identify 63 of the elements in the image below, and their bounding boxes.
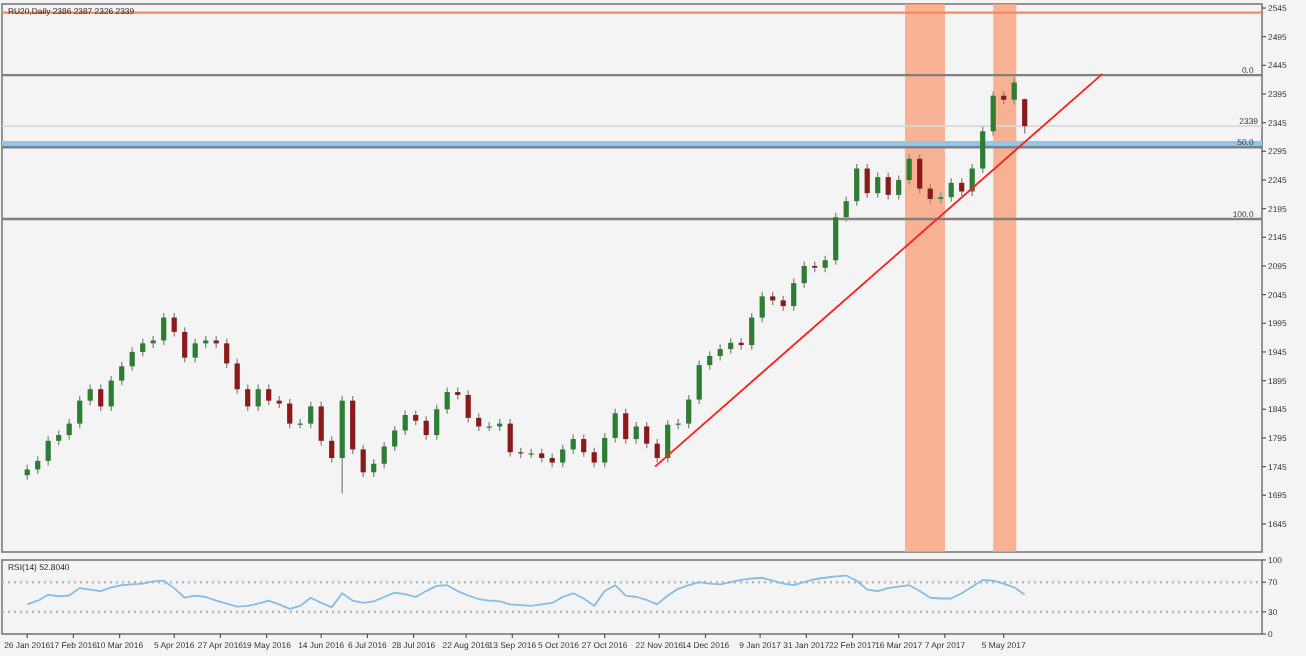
candlestick xyxy=(329,435,335,464)
candlestick xyxy=(171,312,177,338)
candlestick xyxy=(896,174,902,201)
candlestick xyxy=(854,163,860,207)
candlestick xyxy=(864,163,870,199)
candlestick xyxy=(749,312,755,351)
candlestick xyxy=(129,346,135,372)
candlestick xyxy=(66,418,72,441)
candlestick xyxy=(654,438,660,464)
candlestick xyxy=(444,386,450,415)
candlestick xyxy=(843,195,849,223)
candlestick xyxy=(224,338,230,369)
candlestick xyxy=(402,409,408,436)
candlestick xyxy=(119,360,125,386)
candlestick xyxy=(266,383,272,406)
candlestick xyxy=(927,183,933,205)
candlestick xyxy=(245,383,251,412)
candlestick xyxy=(791,277,797,312)
candlestick xyxy=(161,312,167,346)
candlestick xyxy=(623,407,629,445)
candlestick xyxy=(77,395,83,429)
candlestick xyxy=(182,326,188,363)
candlestick xyxy=(360,444,366,478)
candlestick xyxy=(507,418,513,458)
candlestick xyxy=(801,260,807,289)
candlestick xyxy=(612,407,618,444)
candlestick xyxy=(885,171,891,201)
candlestick xyxy=(759,291,765,323)
candlestick xyxy=(434,403,440,441)
candlestick xyxy=(906,153,912,186)
candlestick xyxy=(308,401,314,429)
candlestick xyxy=(990,90,996,137)
candlestick xyxy=(392,425,398,452)
candlestick xyxy=(465,389,471,424)
candlestick xyxy=(560,444,566,468)
candlestick xyxy=(633,421,639,445)
candlestick xyxy=(98,383,104,412)
candlestick xyxy=(234,358,240,395)
candlestick xyxy=(108,375,114,412)
candlestick xyxy=(948,177,954,203)
candlestick xyxy=(875,171,881,199)
candlestick xyxy=(686,394,692,429)
candlestick xyxy=(45,435,51,467)
candlestick xyxy=(570,433,576,455)
candlestick xyxy=(833,211,839,266)
candlestick xyxy=(707,350,713,371)
candlestick xyxy=(1011,77,1017,106)
candlestick xyxy=(591,446,597,468)
candlestick xyxy=(318,401,324,447)
candlestick xyxy=(423,415,429,441)
candlestick xyxy=(287,398,293,429)
candlestick xyxy=(644,421,650,449)
candlestick xyxy=(192,338,198,363)
candlestick xyxy=(602,432,608,468)
candlestick xyxy=(696,359,702,405)
candlestick xyxy=(87,383,93,406)
line-series xyxy=(26,574,1026,610)
candlestick xyxy=(980,125,986,174)
candlestick xyxy=(255,383,261,412)
candlestick xyxy=(381,441,387,470)
candlestick xyxy=(581,433,587,458)
candlestick xyxy=(1022,97,1028,135)
candlestick xyxy=(917,153,923,194)
